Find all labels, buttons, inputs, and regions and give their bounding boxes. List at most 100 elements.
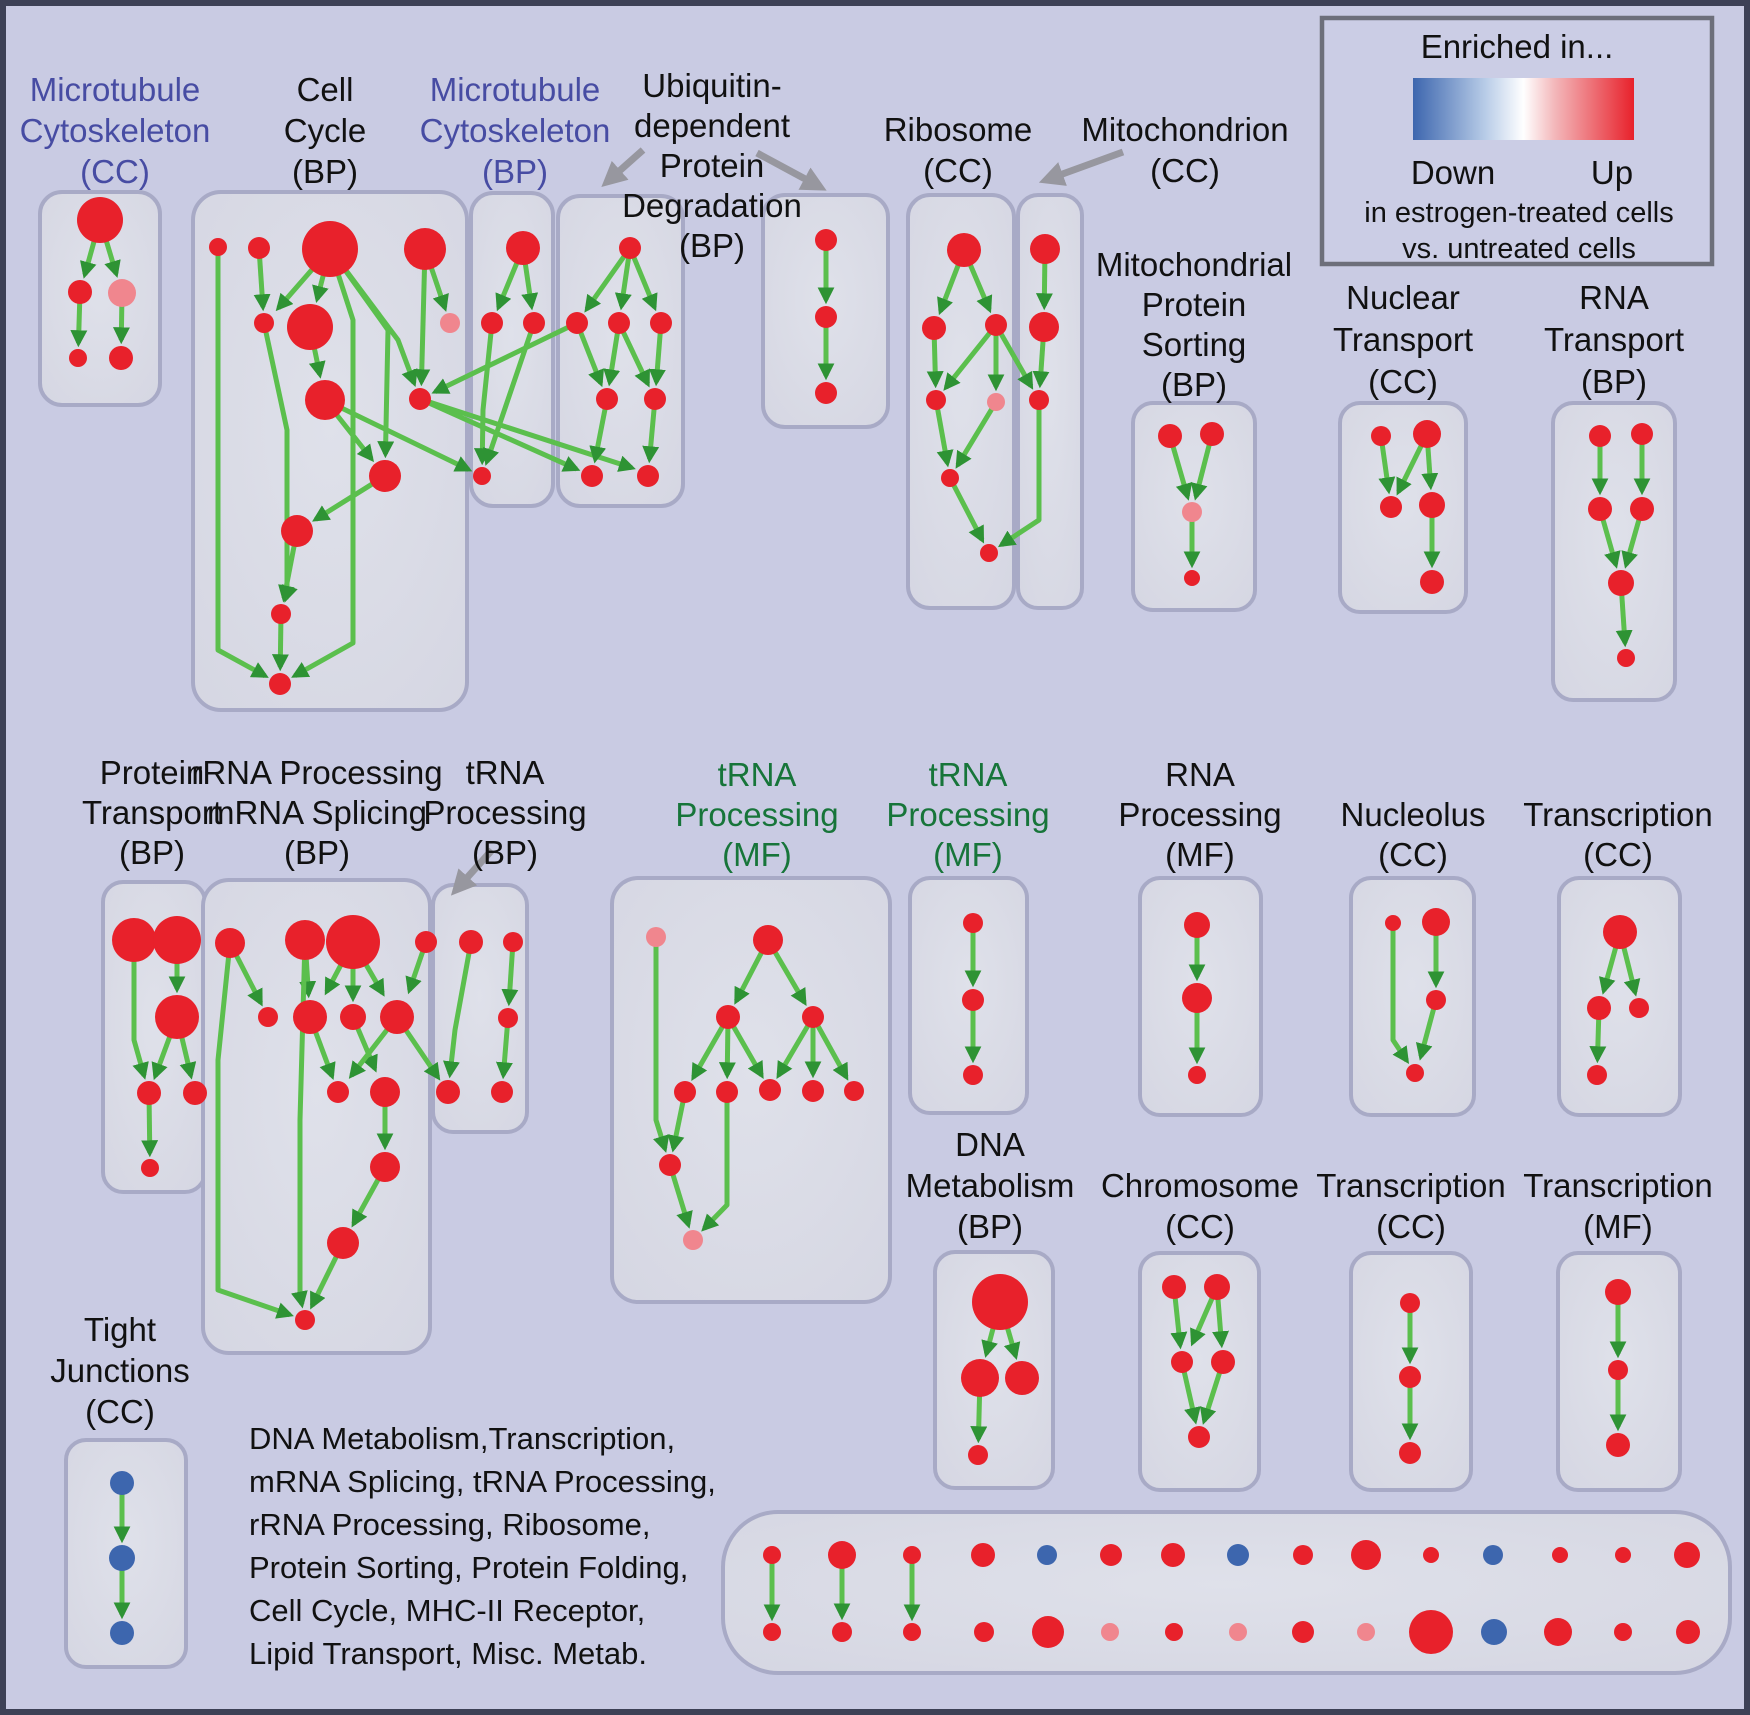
cluster-label-protein-transport-bp: (BP) (119, 834, 185, 871)
go-term-node (683, 1230, 703, 1250)
go-term-node (1587, 996, 1611, 1020)
edge-arrow (810, 1015, 849, 1081)
go-term-node (802, 1006, 824, 1028)
go-term-node (281, 515, 313, 547)
go-term-node (1380, 496, 1402, 518)
go-term-node (674, 1081, 696, 1103)
box-nuclear-transport-cc (1338, 401, 1468, 614)
go-term-node (1171, 1351, 1193, 1373)
mixed-clusters-caption-line: mRNA Splicing, tRNA Processing, (249, 1464, 716, 1499)
annotation-arrows-layer (450, 147, 1125, 896)
go-term-node (110, 1471, 134, 1495)
go-term-node (763, 1546, 781, 1564)
go-term-node (1674, 1542, 1700, 1568)
go-term-node (285, 920, 325, 960)
legend-frame (1319, 15, 1715, 267)
go-term-node (415, 931, 437, 953)
cluster-label-tight-junctions-cc: Junctions (50, 1352, 189, 1389)
go-term-node (491, 1081, 513, 1103)
go-term-node (1676, 1620, 1700, 1644)
go-term-node (258, 1007, 278, 1027)
mixed-clusters-caption-line: Lipid Transport, Misc. Metab. (249, 1636, 647, 1671)
go-term-node (523, 312, 545, 334)
edge-arrow (291, 248, 356, 678)
go-term-node (963, 913, 983, 933)
cluster-label-transcription-cc-2: (CC) (1376, 1208, 1446, 1245)
go-term-node (68, 280, 92, 304)
cluster-labels-layer: Microtubule Cytoskeleton (CC) Cell Cycle (BP)… (20, 67, 1713, 1430)
go-term-node (1419, 492, 1445, 518)
go-term-node (1200, 422, 1224, 446)
edge-arrow (413, 248, 431, 387)
go-term-node (1158, 424, 1182, 448)
go-term-node (763, 1623, 781, 1641)
go-term-node (1409, 1610, 1453, 1654)
go-term-node (1423, 1547, 1439, 1563)
go-term-node (1162, 1275, 1186, 1299)
legend-gradient-bar (1413, 78, 1634, 140)
cluster-label-nuclear-transport-cc: (CC) (1368, 363, 1438, 400)
go-term-node (481, 312, 503, 334)
go-term-node (380, 1000, 414, 1034)
cluster-label-chromosome-cc: (CC) (1165, 1208, 1235, 1245)
go-term-node (832, 1622, 852, 1642)
edge-arrow (616, 321, 650, 388)
go-term-node (1229, 1623, 1247, 1641)
legend: Enriched in... Down Up in estrogen-treat… (1319, 15, 1715, 267)
legend-title: Enriched in... (1421, 28, 1614, 65)
go-term-node (1037, 1545, 1057, 1565)
go-term-node (305, 380, 345, 420)
go-term-node (1420, 570, 1444, 594)
go-term-node (1483, 1545, 1503, 1565)
go-term-node (137, 1081, 161, 1105)
go-term-node (968, 1445, 988, 1465)
edge-arrow (943, 323, 998, 391)
cluster-label-cell-cycle-bp: Cell (297, 71, 354, 108)
cluster-label-trna-processing-bp: tRNA (466, 754, 545, 791)
go-term-node (963, 1065, 983, 1085)
box-nucleolus-cc (1349, 876, 1476, 1117)
go-term-node (650, 312, 672, 334)
go-term-node (646, 927, 666, 947)
annotation-pointer-arrow (601, 147, 646, 188)
cluster-label-rna-transport-bp: (BP) (1581, 363, 1647, 400)
cluster-label-ubiquitin-dependent-protein-degradation-bp: Protein (660, 147, 765, 184)
go-term-node (619, 237, 641, 259)
edge-arrow (482, 322, 537, 466)
go-term-node (980, 544, 998, 562)
go-term-node (1188, 1066, 1206, 1084)
go-term-node (1406, 1064, 1424, 1082)
go-term-node (110, 1621, 134, 1645)
mixed-clusters-caption-line: rRNA Processing, Ribosome, (249, 1507, 650, 1542)
edge-arrow (327, 247, 395, 459)
go-term-node (1605, 1279, 1631, 1305)
go-term-node (1165, 1623, 1183, 1641)
go-term-node (1426, 990, 1446, 1010)
go-term-node (1029, 312, 1059, 342)
cluster-label-tight-junctions-cc: (CC) (85, 1393, 155, 1430)
cluster-label-rna-processing-mf: Processing (1118, 796, 1281, 833)
go-term-node (1614, 1623, 1632, 1641)
go-term-node (815, 306, 837, 328)
box-mixed-clusters (721, 1510, 1732, 1675)
go-term-node (473, 467, 491, 485)
cluster-label-ubiquitin-dependent-protein-degradation-bp: Ubiquitin- (642, 67, 781, 104)
mixed-clusters-caption-line: Cell Cycle, MHC-II Receptor, (249, 1593, 645, 1628)
cluster-label-trna-processing-bp: Processing (423, 794, 586, 831)
cluster-label-microtubule-cytoskeleton-cc: Cytoskeleton (20, 112, 211, 149)
go-term-node (903, 1546, 921, 1564)
go-term-node (1399, 1442, 1421, 1464)
go-term-node (828, 1541, 856, 1569)
edge-arrow (131, 940, 149, 1080)
cluster-label-mitochondrial-protein-sorting-bp: Protein (1142, 286, 1247, 323)
go-term-node (248, 237, 270, 259)
go-term-node (716, 1081, 738, 1103)
cluster-label-nuclear-transport-cc: Nuclear (1346, 279, 1460, 316)
go-term-node (1227, 1544, 1249, 1566)
cluster-label-trna-processing-mf-2: Processing (886, 796, 1049, 833)
go-term-node (295, 1310, 315, 1330)
go-term-node (459, 930, 483, 954)
cluster-label-rrna-processing-mrna-splicing-bp: rRNA Processing (191, 754, 442, 791)
go-term-node (1606, 1433, 1630, 1457)
cluster-label-dna-metabolism-bp: Metabolism (906, 1167, 1075, 1204)
